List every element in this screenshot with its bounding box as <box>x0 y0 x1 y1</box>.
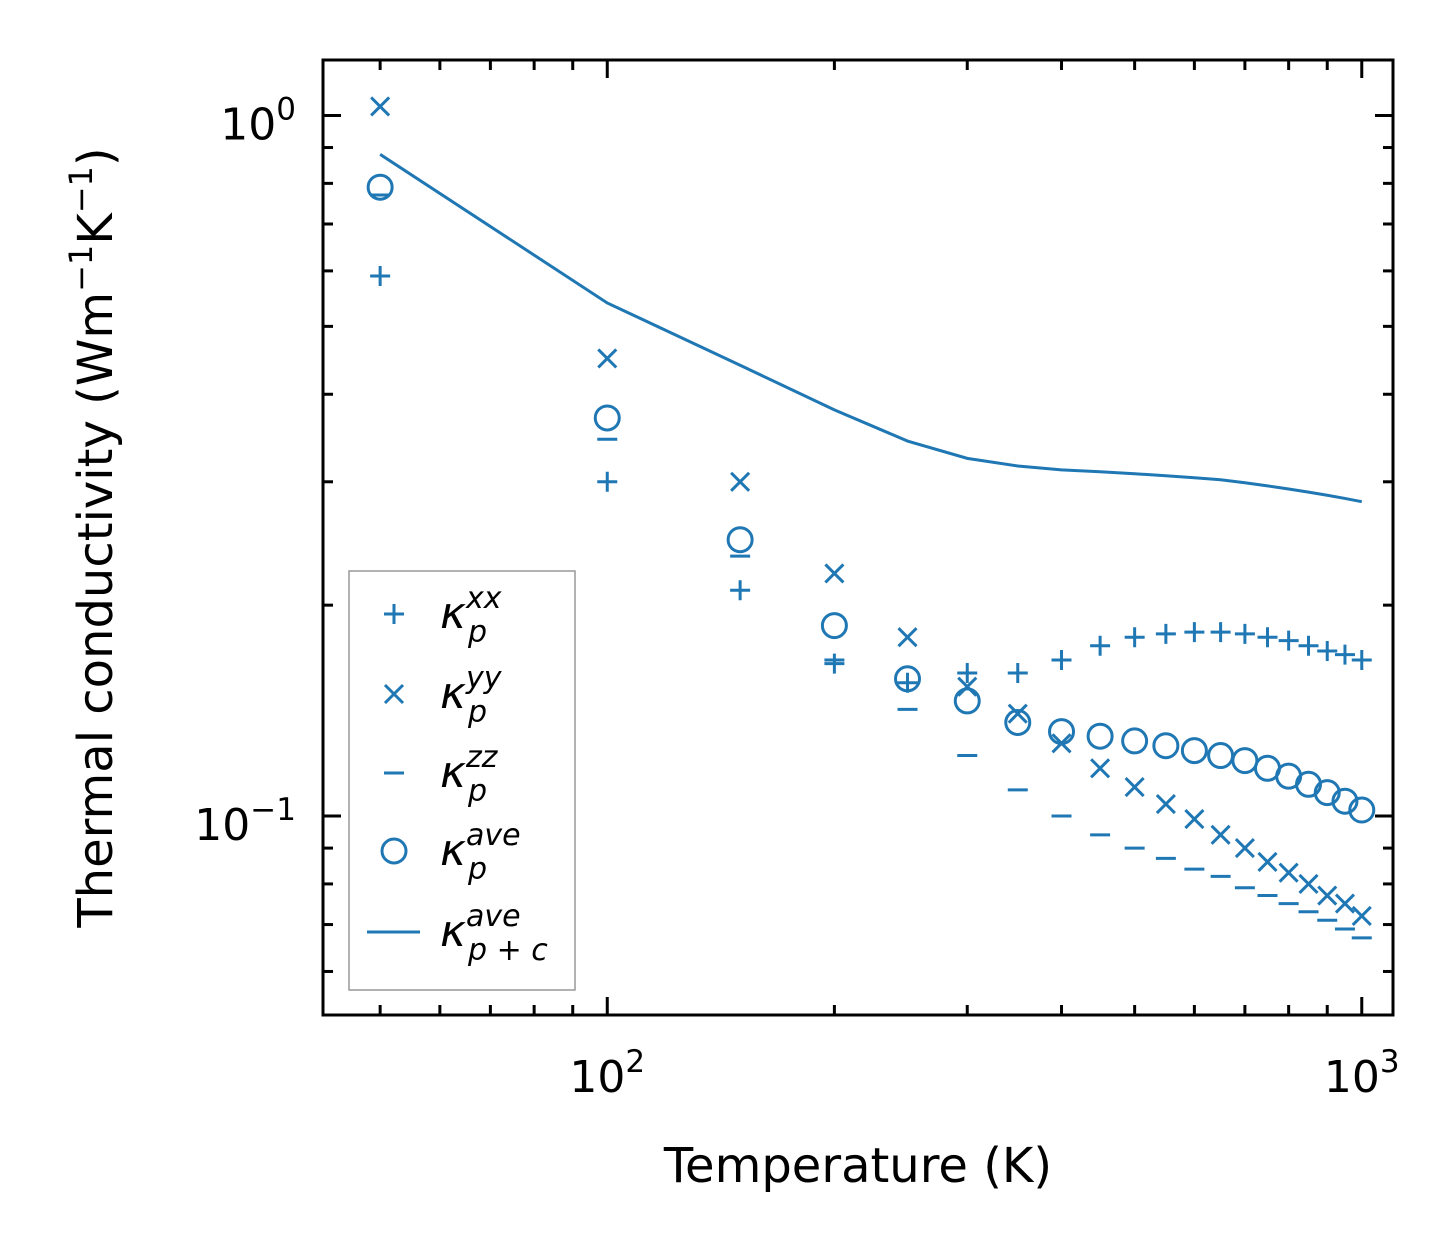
data-point-xx <box>1184 622 1205 643</box>
data-point-xx <box>1298 635 1319 656</box>
legend-entry-yy: κyy p <box>440 661 503 730</box>
legend-frame <box>348 570 576 991</box>
data-point-yy <box>1298 873 1319 894</box>
ticks-layer <box>323 60 1393 1015</box>
series-line-p-c-ave <box>379 153 1363 504</box>
data-point-yy <box>897 627 918 648</box>
data-point-yy <box>1007 703 1028 724</box>
data-point-xx <box>1090 635 1111 656</box>
y-axis-unit-mid: K <box>68 212 124 245</box>
data-point-yy <box>1278 862 1299 883</box>
data-point-ave <box>1231 747 1259 775</box>
legend-entry-xx: κxx p <box>440 581 502 650</box>
data-point-yy <box>1334 893 1356 914</box>
x-tick-label: 102 <box>569 1044 645 1103</box>
data-point-yy <box>370 96 391 117</box>
legend-marker-ave <box>380 837 408 865</box>
data-point-yy <box>730 471 751 492</box>
data-point-xx <box>1210 622 1231 643</box>
data-point-ave <box>1207 742 1235 770</box>
data-point-xx <box>1155 623 1176 644</box>
data-point-ave <box>1331 787 1359 815</box>
plot-frame <box>321 58 1395 1017</box>
x-tick-label: 103 <box>1324 1044 1400 1103</box>
data-point-xx <box>597 471 618 492</box>
data-point-ave <box>1086 722 1114 750</box>
data-point-xx <box>370 266 391 287</box>
data-point-xx <box>1007 663 1028 684</box>
data-point-ave <box>894 665 922 693</box>
y-axis-label-text: Thermal conductivity (Wm <box>68 292 124 929</box>
legend-entry-zz: κzz p <box>440 740 499 809</box>
data-point-xx <box>824 653 845 674</box>
legend-entry-p-c-ave: κave p + c <box>440 899 548 968</box>
data-point-xx <box>1334 644 1355 665</box>
legend-marker-xx <box>384 604 404 624</box>
y-tick-label: 10−1 <box>194 792 296 851</box>
data-point-yy <box>1090 758 1111 779</box>
data-point-xx <box>730 580 751 601</box>
data-point-ave <box>1121 727 1149 755</box>
data-point-yy <box>1155 794 1176 815</box>
data-point-ave <box>1152 732 1180 760</box>
x-axis-label: Temperature (K) <box>663 1138 1052 1194</box>
data-point-yy <box>1124 776 1145 798</box>
data-point-yy <box>1351 905 1372 927</box>
data-point-xx <box>1257 627 1278 648</box>
y-axis-unit-end: ) <box>68 147 124 166</box>
data-point-ave <box>1048 718 1076 746</box>
data-point-ave <box>593 404 621 432</box>
legend: κxx p κyy p κzz p κave p κave p + c <box>348 570 576 991</box>
y-tick-label: 100 <box>220 91 296 150</box>
data-point-xx <box>1124 627 1145 648</box>
tick-labels: 102 103 10−1 100 <box>194 91 1399 1103</box>
data-point-xx <box>1051 650 1072 671</box>
markers-layer <box>366 96 1376 940</box>
data-point-ave <box>1313 779 1341 807</box>
y-axis-label: Thermal conductivity (Wm−1K−1) <box>62 147 124 928</box>
data-point-ave <box>366 173 394 201</box>
data-point-xx <box>957 663 978 684</box>
legend-entry-ave: κave p <box>440 818 521 887</box>
data-point-yy <box>824 563 845 584</box>
data-point-ave <box>953 687 981 715</box>
data-point-ave <box>726 526 754 554</box>
data-point-yy <box>597 348 618 369</box>
data-point-yy <box>957 676 978 697</box>
y-axis-unit-sup-2: −1 <box>62 166 100 213</box>
data-point-xx <box>1234 623 1255 644</box>
data-point-yy <box>1234 838 1255 859</box>
y-axis-unit-sup-1: −1 <box>62 245 100 292</box>
data-point-yy <box>1257 851 1278 872</box>
line-series-layer <box>379 153 1363 504</box>
data-point-xx <box>1317 641 1338 662</box>
data-point-yy <box>1317 885 1338 906</box>
data-point-ave <box>1348 796 1376 824</box>
data-point-ave <box>1180 737 1208 765</box>
data-point-yy <box>1210 824 1231 845</box>
data-point-xx <box>1278 630 1299 651</box>
legend-marker-yy <box>383 683 405 705</box>
data-point-xx <box>1351 650 1372 671</box>
x-axis-label-text: Temperature (K) <box>663 1138 1052 1194</box>
data-point-ave <box>820 612 848 640</box>
data-point-ave <box>1004 708 1032 736</box>
data-point-yy <box>1184 809 1205 830</box>
